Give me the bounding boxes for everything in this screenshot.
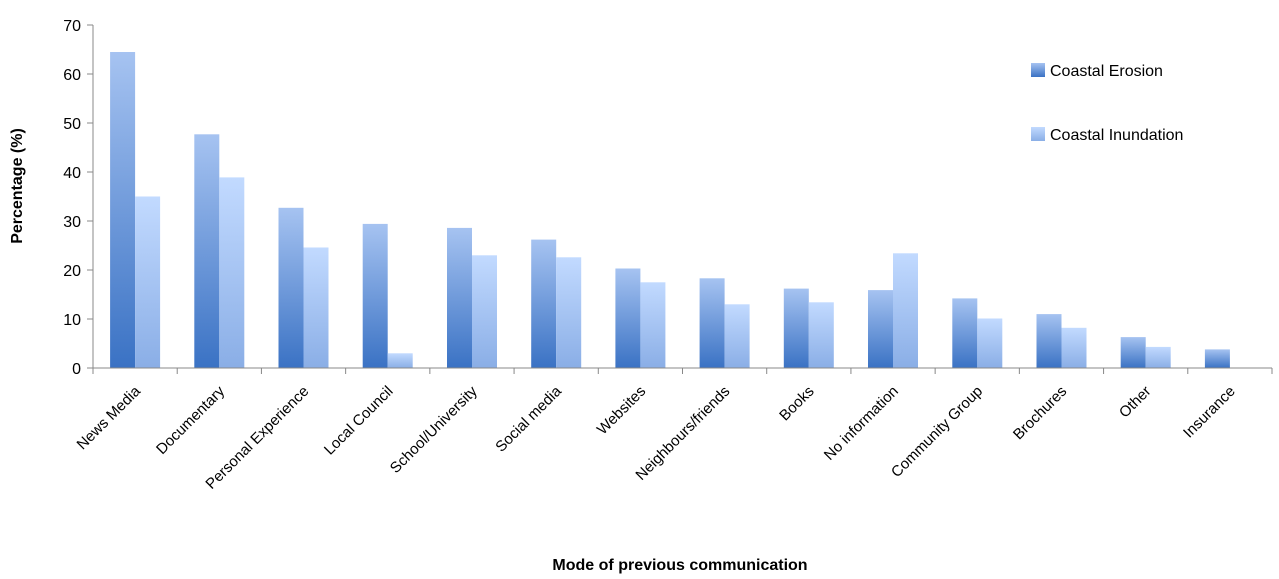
legend-swatch-coastal-erosion [1031,63,1045,77]
bar-coastal-erosion-11 [1036,314,1062,368]
legend-label-coastal-erosion: Coastal Erosion [1050,63,1163,80]
bar-coastal-inundation-11 [1061,327,1087,368]
bar-coastal-erosion-2 [278,207,304,368]
bar-coastal-inundation-9 [893,253,918,368]
y-tick-label: 10 [63,312,81,329]
x-category-label: Local Council [321,383,397,459]
y-tick-label: 30 [63,214,81,231]
bar-coastal-inundation-7 [724,304,750,368]
bar-coastal-inundation-1 [219,177,245,368]
bar-coastal-erosion-12 [1120,337,1146,368]
y-ticks-group: 0 10 20 30 40 50 60 70 [63,18,93,378]
x-category-label: No information [821,383,902,464]
y-axis-title: Percentage (%) [9,128,26,244]
legend: Coastal Erosion Coastal Inundation [1031,63,1183,144]
bar-coastal-inundation-10 [977,318,1003,368]
y-tick-label: 60 [63,67,81,84]
bar-coastal-erosion-9 [868,290,893,368]
bar-coastal-erosion-7 [699,278,725,368]
x-category-label: News Media [74,382,145,453]
bar-coastal-erosion-3 [362,223,388,368]
bar-coastal-erosion-4 [447,227,472,368]
y-tick-label: 0 [72,361,81,378]
x-category-label: Websites [594,383,649,438]
bar-coastal-inundation-12 [1145,346,1171,368]
x-category-label: Books [776,383,818,425]
bar-coastal-erosion-8 [783,288,809,368]
bar-coastal-inundation-0 [135,196,161,368]
bar-coastal-erosion-1 [194,134,220,368]
x-ticks-group [92,368,1273,374]
bar-coastal-erosion-10 [952,298,978,368]
bars-group [110,52,1230,369]
bar-coastal-inundation-5 [556,257,582,368]
x-category-label: Neighbours/friends [632,383,733,484]
bar-coastal-erosion-13 [1204,349,1230,368]
legend-label-coastal-inundation: Coastal Inundation [1050,127,1183,144]
bar-coastal-erosion-6 [615,268,641,368]
x-category-label: Social media [492,382,565,455]
bar-coastal-inundation-3 [387,353,413,368]
x-category-label: Brochures [1010,383,1070,443]
x-category-label: Insurance [1180,383,1239,442]
x-axis-title: Mode of previous communication [552,557,807,574]
x-category-label: School/University [387,382,481,476]
y-tick-label: 50 [63,116,81,133]
bar-coastal-inundation-2 [303,247,329,368]
bar-coastal-erosion-0 [110,52,136,368]
legend-swatch-coastal-inundation [1031,127,1045,141]
bar-coastal-inundation-8 [808,302,834,368]
bar-coastal-inundation-4 [472,255,497,368]
y-tick-label: 70 [63,18,81,35]
x-category-label: Documentary [153,382,228,457]
y-tick-label: 20 [63,263,81,280]
x-category-label: Community Group [888,383,986,481]
y-tick-label: 40 [63,165,81,182]
x-category-label: Other [1116,383,1155,422]
bar-coastal-erosion-5 [531,239,557,368]
bar-coastal-inundation-6 [640,282,666,369]
